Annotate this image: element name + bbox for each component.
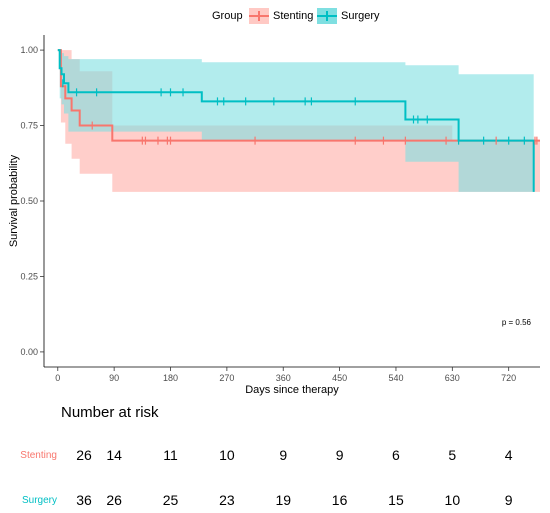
legend-title: Group: [212, 10, 243, 22]
legend-label-surgery: Surgery: [341, 10, 380, 22]
risk-value-surgery: 25: [163, 492, 179, 508]
y-tick-label: 0.75: [20, 121, 38, 131]
x-tick-label: 180: [163, 373, 178, 383]
survival-line-stenting: [57, 49, 540, 142]
x-tick-label: 0: [55, 373, 60, 383]
legend: Group Stenting Surgery: [212, 8, 380, 24]
risk-value-stenting: 26: [76, 447, 92, 463]
risk-value-stenting: 11: [163, 447, 178, 463]
y-tick-label: 1.00: [20, 45, 38, 55]
risk-value-stenting: 14: [106, 447, 122, 463]
x-axis-title: Days since therapy: [245, 384, 339, 396]
censor-marks: [62, 79, 538, 145]
confidence-bands: [57, 50, 541, 268]
risk-value-surgery: 15: [388, 492, 404, 508]
x-ticks: 0 90 180 270 360 450 540 630 720: [55, 367, 516, 383]
x-tick-label: 360: [276, 373, 291, 383]
risk-value-stenting: 5: [448, 447, 456, 463]
survival-line-surgery: [57, 49, 535, 192]
risk-value-stenting: 9: [336, 447, 344, 463]
legend-key-stenting: [249, 8, 269, 24]
y-tick-label: 0.25: [20, 271, 38, 281]
risk-row-label-stenting: Stenting: [20, 450, 57, 461]
y-axis-title: Survival probability: [8, 154, 20, 247]
y-tick-label: 0.50: [20, 196, 38, 206]
risk-value-stenting: 6: [392, 447, 400, 463]
survival-curves: [57, 49, 540, 192]
risk-value-surgery: 36: [76, 492, 92, 508]
x-tick-label: 720: [501, 373, 516, 383]
ci-band-surgery: [57, 50, 534, 268]
x-tick-label: 540: [388, 373, 403, 383]
risk-row-label-surgery: Surgery: [22, 495, 57, 506]
risk-value-surgery: 16: [332, 492, 348, 508]
x-tick-label: 270: [219, 373, 234, 383]
legend-label-stenting: Stenting: [273, 10, 313, 22]
legend-key-surgery: [317, 8, 337, 24]
x-tick-label: 90: [109, 373, 119, 383]
p-value-annotation: p = 0.56: [502, 318, 532, 327]
risk-value-surgery: 9: [505, 492, 513, 508]
risk-value-surgery: 10: [445, 492, 461, 508]
risk-value-stenting: 9: [279, 447, 287, 463]
risk-value-surgery: 23: [219, 492, 235, 508]
x-tick-label: 450: [332, 373, 347, 383]
risk-table-values: 26 14 11 10 9 9 6 5 4 36 26 25 23 19 16 15 10 9: [76, 447, 513, 508]
y-tick-label: 0.00: [20, 347, 38, 357]
x-tick-label: 630: [445, 373, 460, 383]
risk-value-surgery: 19: [275, 492, 291, 508]
risk-value-stenting: 4: [505, 447, 513, 463]
risk-value-stenting: 10: [219, 447, 235, 463]
risk-value-surgery: 26: [106, 492, 122, 508]
y-ticks: 0.00 0.25 0.50 0.75 1.00: [20, 45, 44, 357]
risk-table-title: Number at risk: [61, 404, 159, 421]
